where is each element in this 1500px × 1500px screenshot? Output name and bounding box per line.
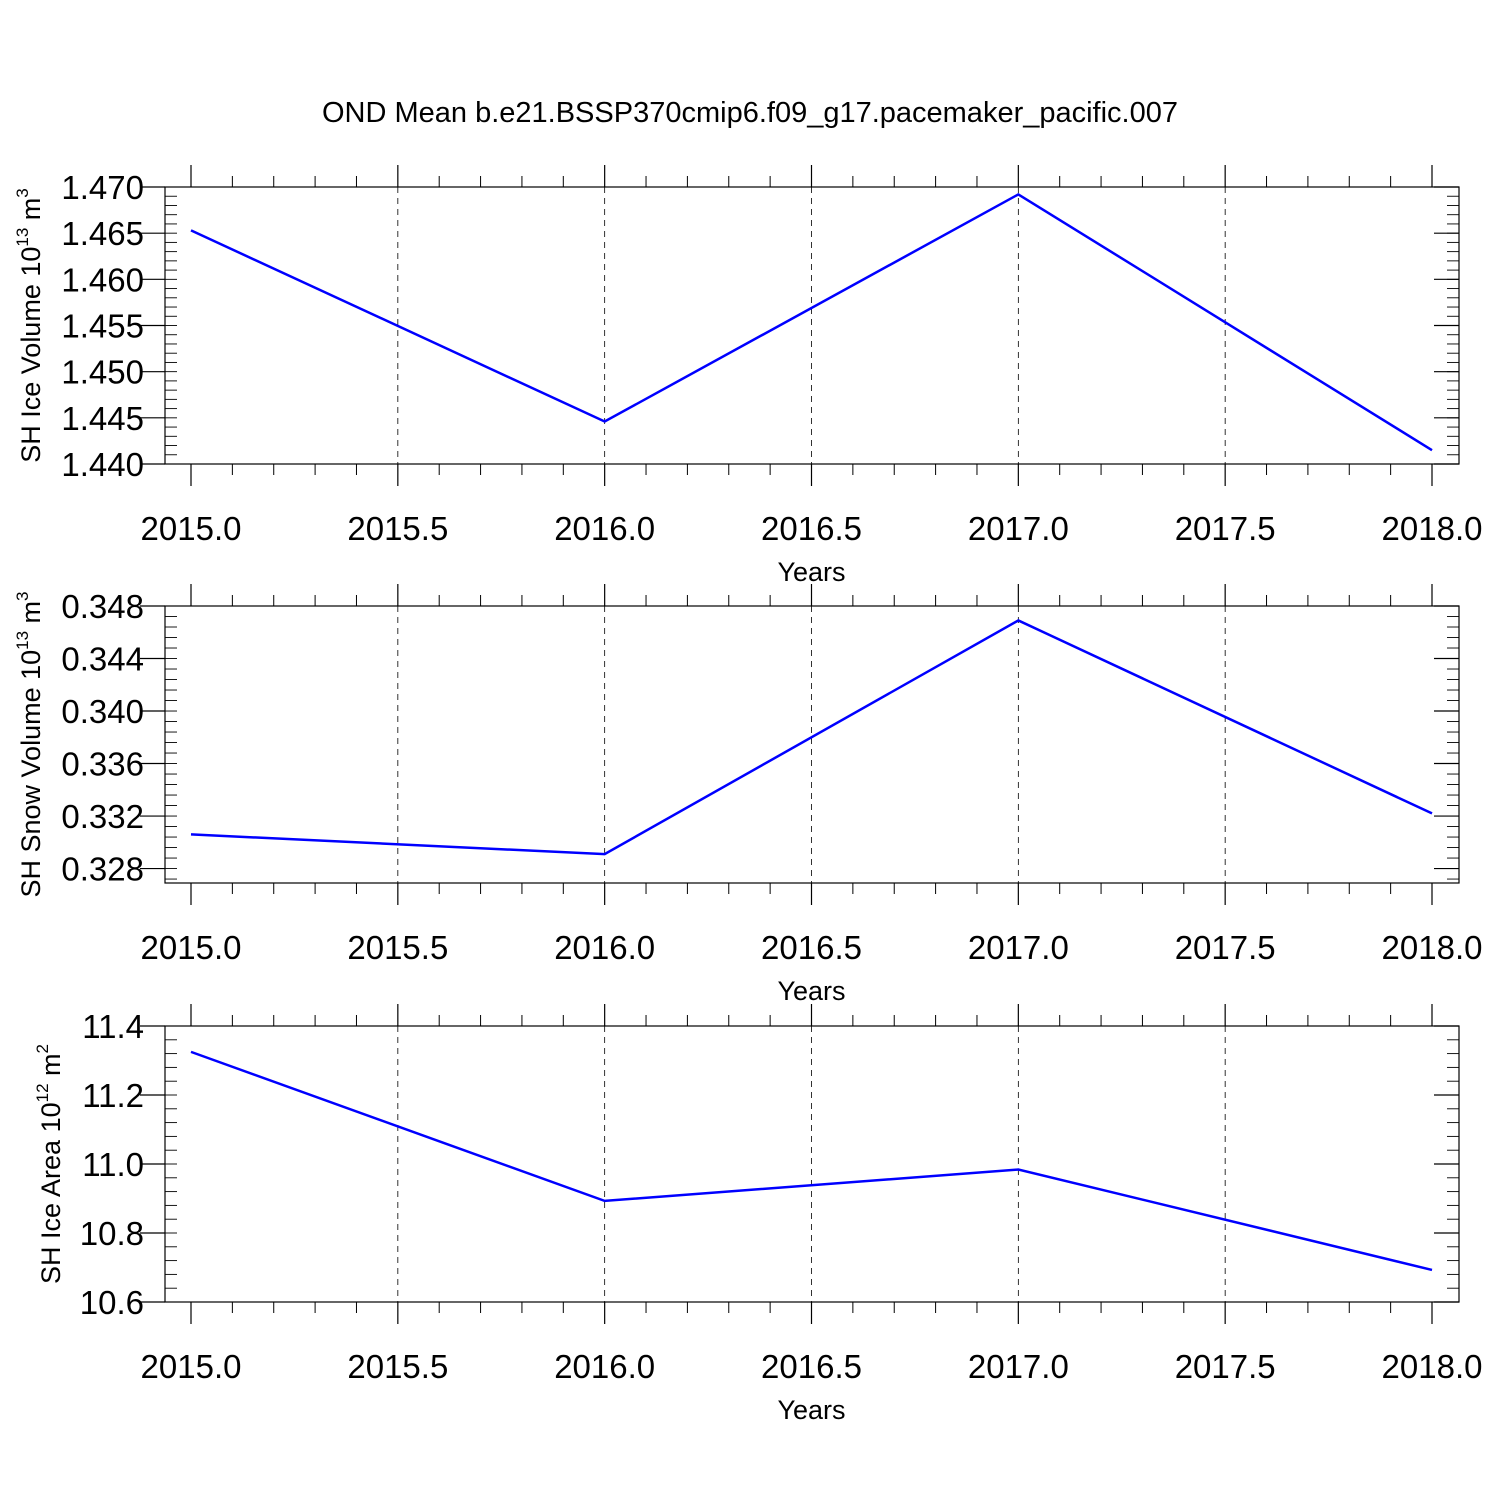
panel-1-frame (164, 186, 1460, 465)
panel-2-xtick-label: 2015.5 (347, 929, 448, 966)
panel-1-xaxis-title: Years (777, 557, 845, 587)
panel-1-ytick-label: 1.465 (61, 215, 144, 252)
panel-1-xtick-label: 2015.0 (141, 510, 242, 547)
panel-1-ytick-label: 1.450 (61, 354, 144, 391)
panel-3-frame (164, 1025, 1460, 1303)
panel-2-ytick-label: 0.344 (61, 641, 144, 678)
panel-2-series-line (190, 619, 1433, 856)
panel-3-xtick-label: 2016.5 (761, 1348, 862, 1385)
panel-3-xtick-label: 2017.5 (1175, 1348, 1276, 1385)
panel-3-ytick-label: 11.0 (82, 1146, 144, 1183)
panel-1-ytick-label: 1.470 (61, 169, 144, 206)
panel-3-xtick-label: 2017.0 (968, 1348, 1069, 1385)
panel-2-xtick-label: 2016.5 (761, 929, 862, 966)
panel-2-ytick-label: 0.340 (61, 693, 144, 730)
panel-1-ytick-label: 1.445 (61, 400, 144, 437)
panel-1-xtick-label: 2018.0 (1382, 510, 1483, 547)
panel-2-ytick-label: 0.328 (61, 851, 144, 888)
panel-3-ytick-label: 10.6 (80, 1284, 144, 1321)
panel-1-xtick-label: 2017.0 (968, 510, 1069, 547)
panel-1-xtick-label: 2016.0 (554, 510, 655, 547)
panel-3-xaxis-title: Years (777, 1395, 845, 1425)
panel-2-xtick-label: 2018.0 (1382, 929, 1483, 966)
chart-title: OND Mean b.e21.BSSP370cmip6.f09_g17.pace… (321, 97, 1178, 129)
panel-2-ytick-label: 0.332 (61, 798, 144, 835)
panel-1-ytick-label: 1.460 (61, 261, 144, 298)
panel-3-ytick-label: 10.8 (80, 1215, 144, 1252)
panel-1-xtick-label: 2016.5 (761, 510, 862, 547)
panel-3-xtick-label: 2015.5 (347, 1348, 448, 1385)
panel-2-xtick-label: 2015.0 (141, 929, 242, 966)
panel-1-series-line (190, 192, 1433, 452)
panel-1-xtick-label: 2015.5 (347, 510, 448, 547)
panel-2-xaxis-title: Years (777, 976, 845, 1006)
panel-2-xtick-label: 2016.0 (554, 929, 655, 966)
panel-2-xtick-label: 2017.5 (1175, 929, 1276, 966)
panel-3-series-line (190, 1050, 1433, 1272)
panel-3-xtick-label: 2016.0 (554, 1348, 655, 1385)
panel-3-ytick-label: 11.4 (82, 1008, 144, 1045)
panel-2-xtick-label: 2017.0 (968, 929, 1069, 966)
panel-3-xtick-label: 2015.0 (141, 1348, 242, 1385)
panel-1-ytick-label: 1.455 (61, 308, 144, 345)
panel-2-ytick-label: 0.348 (61, 588, 144, 625)
panel-1-xtick-label: 2017.5 (1175, 510, 1276, 547)
panel-3-xtick-label: 2018.0 (1382, 1348, 1483, 1385)
panel-1-yaxis-title: SH Ice Volume 1013 m3 (13, 188, 46, 463)
panel-2-ytick-label: 0.336 (61, 746, 144, 783)
panel-3-ytick-label: 11.2 (82, 1077, 144, 1114)
panel-2-yaxis-title: SH Snow Volume 1013 m3 (13, 591, 46, 897)
panel-3-yaxis-title: SH Ice Area 1012 m2 (33, 1044, 66, 1284)
panel-1-ytick-label: 1.440 (61, 446, 144, 483)
